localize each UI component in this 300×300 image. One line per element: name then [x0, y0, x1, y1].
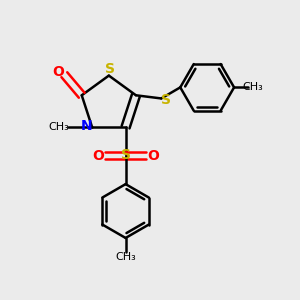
- Text: S: S: [105, 62, 116, 76]
- Text: CH₃: CH₃: [115, 252, 136, 262]
- Text: O: O: [53, 64, 64, 79]
- Text: CH₃: CH₃: [49, 122, 69, 132]
- Text: N: N: [81, 119, 92, 133]
- Text: O: O: [92, 148, 104, 163]
- Text: O: O: [147, 148, 159, 163]
- Text: S: S: [121, 148, 130, 162]
- Text: S: S: [161, 93, 171, 107]
- Text: CH₃: CH₃: [243, 82, 263, 92]
